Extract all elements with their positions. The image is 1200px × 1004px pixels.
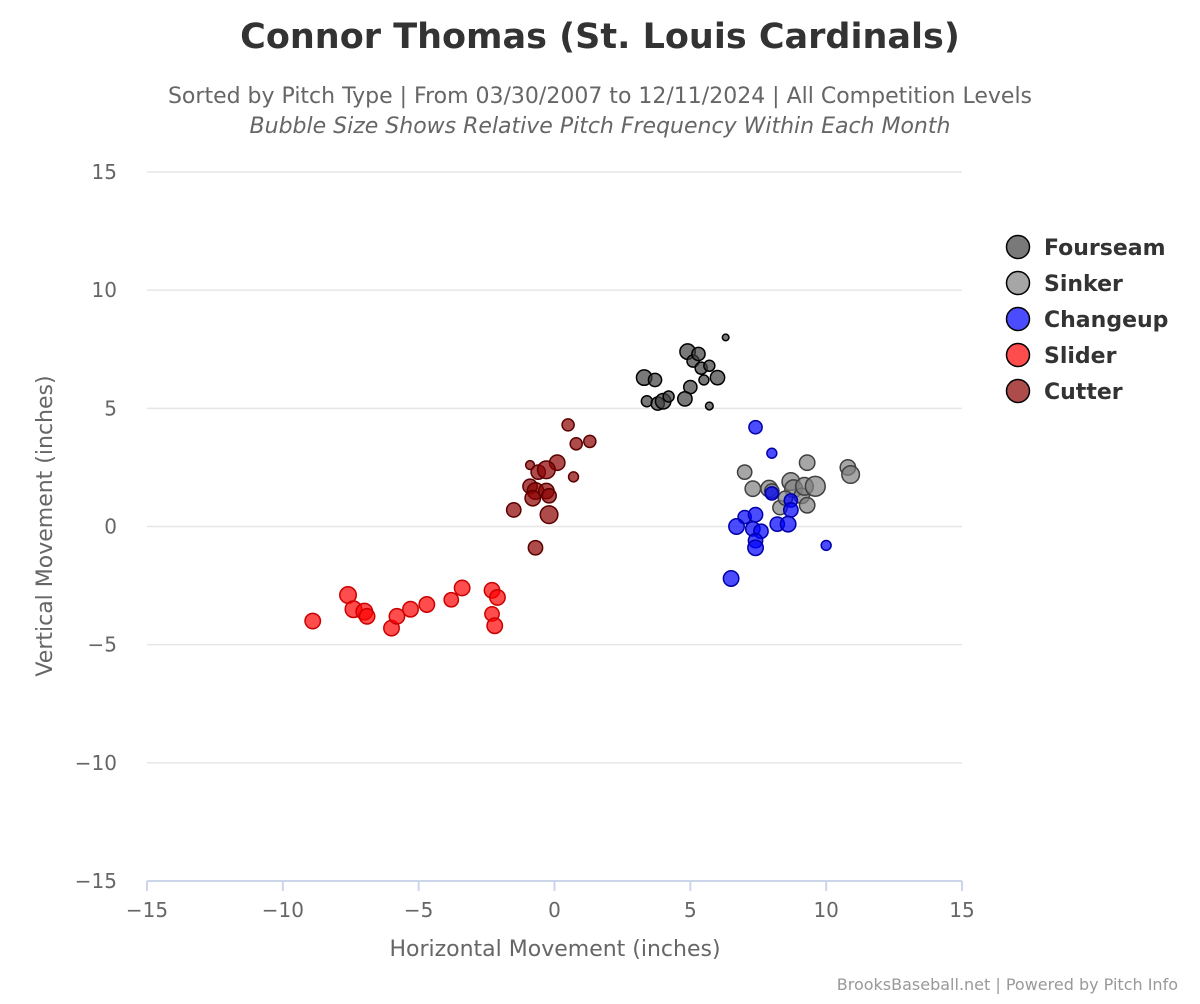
legend-item-fourseam[interactable]: Fourseam [1005,234,1166,262]
legend-label: Cutter [1044,380,1123,405]
fourseam-point[interactable] [709,369,726,386]
legend-item-cutter[interactable]: Cutter [1005,378,1123,406]
series-cutter [505,418,597,556]
x-tick-label: 15 [949,898,974,922]
legend-marker [1005,342,1031,368]
changeup-point[interactable] [747,506,764,523]
changeup-point[interactable] [747,539,764,557]
slider-point[interactable] [358,607,376,625]
y-tick-label: −15 [75,869,117,893]
changeup-point[interactable] [722,570,740,587]
slider-point[interactable] [304,612,322,630]
fourseam-point[interactable] [691,346,706,362]
chart-title: Connor Thomas (St. Louis Cardinals) [240,17,960,57]
series-slider [304,579,506,637]
sinker-point[interactable] [736,464,753,481]
slider-point[interactable] [453,579,471,597]
slider-point[interactable] [402,600,419,618]
changeup-point[interactable] [782,502,799,518]
sinker-point[interactable] [744,480,762,498]
cutter-point[interactable] [505,502,522,518]
y-tick-label: 10 [92,278,117,302]
cutter-point[interactable] [569,436,584,451]
fourseam-point[interactable] [698,374,710,386]
legend-label: Changeup [1044,308,1168,333]
legend-marker [1005,378,1031,404]
slider-point[interactable] [418,596,436,613]
changeup-point[interactable] [820,539,832,552]
x-axis-title: Horizontal Movement (inches) [389,937,720,962]
y-tick-label: 15 [92,160,117,184]
cutter-point[interactable] [524,489,542,507]
cutter-point[interactable] [536,460,556,480]
x-tick-label: 10 [813,898,838,922]
legend-marker [1005,270,1031,296]
cutter-point[interactable] [541,487,557,504]
legend-label: Sinker [1044,272,1123,297]
fourseam-point[interactable] [703,359,716,373]
fourseam-point[interactable] [662,390,675,403]
x-tick-label: −5 [404,898,433,922]
fourseam-point[interactable] [677,390,693,407]
changeup-point[interactable] [748,419,763,435]
slider-point[interactable] [388,607,406,625]
changeup-point[interactable] [728,518,745,535]
x-tick-label: 5 [684,898,697,922]
sinker-point[interactable] [798,454,816,472]
changeup-point[interactable] [779,515,797,533]
legend-item-changeup[interactable]: Changeup [1005,306,1169,334]
y-tick-label: 5 [104,396,117,420]
cutter-point[interactable] [539,505,559,525]
cutter-point[interactable] [583,434,597,449]
slider-point[interactable] [443,591,460,608]
y-tick-label: −5 [88,633,117,657]
y-axis-title: Vertical Movement (inches) [33,375,58,676]
series-fourseam [635,333,730,411]
legend-marker [1005,306,1031,332]
changeup-point[interactable] [766,447,778,459]
fourseam-point[interactable] [721,333,730,342]
chart-subtitle-note: Bubble Size Shows Relative Pitch Frequen… [250,114,951,139]
slider-point[interactable] [486,617,504,635]
y-axis-ticks: −15 −10 −5 0 5 10 15 [75,160,117,893]
fourseam-point[interactable] [647,372,663,388]
sinker-point[interactable] [798,496,816,514]
x-tick-label: −10 [262,898,304,922]
x-tick-label: 0 [548,898,561,922]
y-tick-label: −10 [75,751,117,775]
sinker-point[interactable] [841,464,861,485]
cutter-point[interactable] [567,471,580,483]
legend[interactable]: Fourseam Sinker Changeup Slider Cutter [1005,234,1169,406]
x-axis-ticks: −15 −10 −5 0 5 10 15 [126,881,975,922]
legend-item-slider[interactable]: Slider [1005,342,1117,370]
cutter-point[interactable] [527,539,544,556]
chart-credit[interactable]: BrooksBaseball.net | Powered by Pitch In… [837,975,1178,994]
sinker-point[interactable] [804,475,826,497]
slider-point[interactable] [489,588,506,606]
y-tick-label: 0 [104,515,117,539]
cutter-point[interactable] [561,418,575,432]
fourseam-point[interactable] [704,401,714,411]
chart-subtitle: Sorted by Pitch Type | From 03/30/2007 t… [168,84,1032,109]
legend-marker [1005,234,1031,260]
data-points [304,333,861,637]
legend-label: Slider [1044,344,1117,369]
x-tick-label: −15 [126,898,168,922]
legend-item-sinker[interactable]: Sinker [1005,270,1124,298]
series-sinker [736,454,861,516]
grid-lines [147,171,962,764]
legend-label: Fourseam [1044,236,1166,261]
series-changeup [722,419,832,587]
changeup-point[interactable] [764,486,780,501]
